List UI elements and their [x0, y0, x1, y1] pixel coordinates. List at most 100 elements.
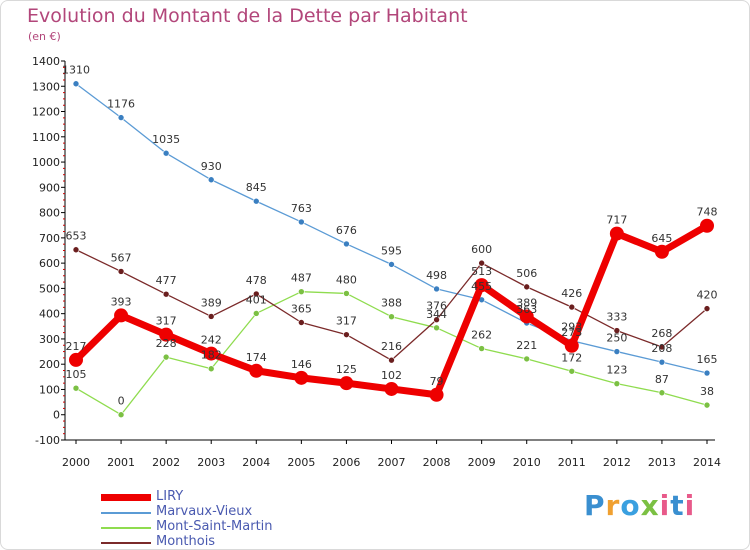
- logo-letter: x: [640, 489, 660, 522]
- legend-label-liry: LIRY: [156, 489, 184, 504]
- x-tick-label: 2009: [468, 456, 496, 469]
- data-point: [474, 278, 489, 293]
- x-tick-label: 2011: [558, 456, 586, 469]
- legend-label-mont-saint-martin: Mont-Saint-Martin: [156, 519, 273, 534]
- data-point: [207, 365, 215, 373]
- data-label: 242: [201, 334, 222, 347]
- data-point: [613, 327, 621, 334]
- data-label: 653: [66, 230, 87, 243]
- y-tick-label: 1000: [32, 156, 60, 169]
- y-tick-label: 0: [53, 409, 60, 422]
- data-point: [204, 346, 219, 361]
- data-point: [478, 345, 485, 352]
- data-point: [613, 380, 621, 387]
- data-label: 477: [156, 274, 177, 287]
- data-point: [298, 218, 305, 226]
- data-label: 376: [426, 300, 447, 313]
- data-label: 480: [336, 273, 357, 286]
- logo-letter: i: [684, 489, 696, 522]
- data-point: [207, 313, 215, 320]
- data-point: [384, 381, 399, 396]
- x-tick-label: 2014: [693, 456, 721, 469]
- data-point: [703, 401, 711, 409]
- data-point: [252, 197, 260, 205]
- legend-swatch-monthois: [101, 542, 151, 544]
- data-point: [388, 261, 395, 268]
- data-label: 455: [471, 280, 492, 293]
- y-tick-label: 500: [39, 282, 60, 295]
- data-label: 401: [246, 293, 267, 306]
- data-point: [519, 309, 534, 324]
- y-tick-label: 1400: [32, 55, 60, 68]
- data-label: 1176: [107, 98, 135, 111]
- data-label: 595: [381, 244, 402, 257]
- logo-letter: r: [605, 489, 621, 522]
- y-tick-label: 1300: [32, 80, 60, 93]
- data-point: [249, 363, 264, 378]
- data-label: 763: [291, 202, 312, 215]
- data-label: 513: [471, 265, 492, 278]
- data-label: 333: [606, 311, 627, 324]
- chart-title: Evolution du Montant de la Dette par Hab…: [27, 5, 468, 27]
- data-point: [343, 240, 350, 248]
- data-point: [703, 305, 711, 312]
- data-label: 426: [561, 287, 582, 300]
- data-label: 420: [697, 289, 718, 302]
- data-label: 930: [201, 160, 222, 173]
- proxiti-logo: Proxiti: [584, 489, 695, 522]
- x-tick-label: 2002: [152, 456, 180, 469]
- legend-label-marvaux-vieux: Marvaux-Vieux: [156, 504, 253, 519]
- data-point: [658, 358, 666, 366]
- data-point: [388, 313, 395, 320]
- data-label: 123: [606, 364, 627, 377]
- data-label: 645: [651, 232, 672, 245]
- data-label: 676: [336, 224, 357, 237]
- data-label: 250: [606, 332, 627, 345]
- data-point: [72, 384, 80, 392]
- x-tick-label: 2012: [603, 456, 631, 469]
- data-point: [564, 338, 579, 353]
- data-point: [658, 389, 666, 397]
- legend-label-monthois: Monthois: [156, 534, 216, 549]
- data-label: 221: [516, 339, 537, 352]
- data-label: 268: [651, 327, 672, 340]
- data-label: 38: [700, 385, 714, 398]
- data-point: [343, 331, 350, 338]
- data-label: 393: [111, 295, 132, 308]
- data-label: 363: [516, 303, 537, 316]
- data-point: [433, 316, 440, 324]
- x-tick-label: 2000: [62, 456, 90, 469]
- data-label: 208: [651, 342, 672, 355]
- data-label: 344: [426, 308, 447, 321]
- data-point: [654, 244, 669, 259]
- data-point: [433, 285, 440, 293]
- data-label: 273: [561, 326, 582, 339]
- y-tick-label: 1100: [32, 131, 60, 144]
- data-label: 389: [516, 296, 537, 309]
- logo-letter: o: [620, 489, 641, 522]
- data-label: 498: [426, 269, 447, 282]
- x-tick-label: 2003: [197, 456, 225, 469]
- data-point: [343, 290, 350, 297]
- data-label: 217: [66, 340, 87, 353]
- x-tick-label: 2010: [513, 456, 541, 469]
- data-point: [339, 376, 354, 391]
- data-label: 317: [156, 315, 177, 328]
- data-point: [117, 114, 125, 121]
- data-label: 600: [471, 243, 492, 256]
- data-point: [72, 246, 80, 254]
- logo-letter: i: [659, 489, 671, 522]
- y-tick-label: 700: [39, 232, 60, 245]
- data-label: 182: [201, 349, 222, 362]
- data-label: 317: [336, 315, 357, 328]
- data-point: [613, 348, 621, 355]
- data-label: 567: [111, 251, 132, 264]
- data-point: [117, 268, 125, 275]
- data-label: 1310: [62, 64, 90, 77]
- legend-swatch-mont-saint-martin: [101, 527, 151, 529]
- data-point: [658, 343, 666, 351]
- data-label: 1035: [152, 133, 180, 146]
- data-point: [159, 327, 174, 342]
- data-label: 105: [66, 368, 87, 381]
